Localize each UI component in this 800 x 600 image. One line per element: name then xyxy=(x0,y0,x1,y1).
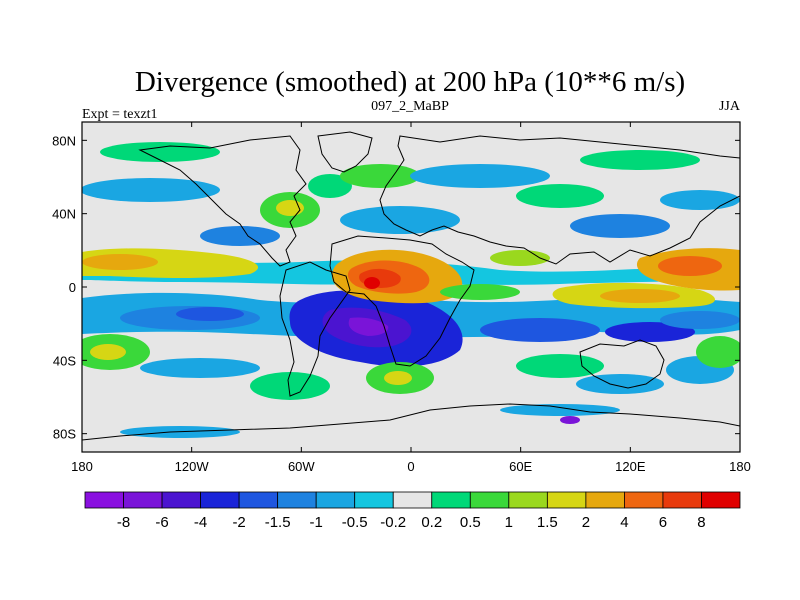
y-tick-label: 80N xyxy=(52,133,76,148)
y-tick-label: 40N xyxy=(52,207,76,222)
y-tick-label: 0 xyxy=(69,280,76,295)
field-wpacific-divergence-core xyxy=(658,256,722,276)
colorbar-label: 2 xyxy=(582,514,590,531)
field-equator-divergence-patch xyxy=(490,250,550,266)
colorbar-label: 4 xyxy=(620,514,628,531)
colorbar-swatch xyxy=(238,491,279,509)
coast-north-america xyxy=(138,135,307,267)
colorbar-label: -1.5 xyxy=(265,514,291,531)
coastlines xyxy=(82,131,740,441)
colorbar: -8 -6 -4 -2 -1.5 -1 -0.5 -0.2 0.2 0.5 1 1.5 2 4 6 8 xyxy=(84,491,741,531)
coast-greenland xyxy=(317,131,373,173)
colorbar-label: -0.2 xyxy=(380,514,406,531)
field-antarctic-blue-east xyxy=(500,404,620,416)
field-n-pacific-blue-east xyxy=(660,190,740,210)
colorbar-swatch xyxy=(508,491,548,509)
field-convergence-core-centre xyxy=(348,317,389,336)
field-e-asia-blue xyxy=(570,214,670,238)
colorbar-label: -8 xyxy=(117,514,130,531)
coast-australia xyxy=(579,339,665,389)
colorbar-swatch xyxy=(546,491,587,509)
field-cpacific-convergence xyxy=(660,311,740,329)
field-greenland-green xyxy=(308,174,352,198)
colorbar-swatch xyxy=(84,491,124,509)
field-s-america-green xyxy=(250,372,330,400)
coast-antarctica xyxy=(82,403,740,441)
field-s-pacific-east-green xyxy=(696,336,740,368)
field-s-pacific-yellow xyxy=(90,344,126,360)
colorbar-label: 0.5 xyxy=(460,514,481,531)
colorbar-swatch xyxy=(200,491,240,509)
x-tick-label: 60W xyxy=(288,459,315,474)
field-s-atlantic-yellow xyxy=(384,371,412,385)
divergence-field xyxy=(82,142,740,438)
x-tick-label: 60E xyxy=(509,459,532,474)
field-n-pacific-blue xyxy=(82,178,220,202)
colorbar-swatch xyxy=(662,491,702,509)
field-indian-convergence xyxy=(480,318,600,342)
subtitle-center: 097_2_MaBP xyxy=(371,99,449,114)
colorbar-label: 8 xyxy=(697,514,705,531)
field-asia-green xyxy=(516,184,604,208)
colorbar-label: -1 xyxy=(310,514,323,531)
field-pacific-convergence-core xyxy=(176,307,244,321)
colorbar-swatch xyxy=(315,491,356,509)
colorbar-label: 1 xyxy=(505,514,513,531)
y-axis: 80N 40N 0 40S 80S xyxy=(52,133,740,442)
colorbar-label: -2 xyxy=(232,514,245,531)
field-europe-blue xyxy=(340,206,460,234)
plot-area xyxy=(81,121,741,453)
y-tick-label: 80S xyxy=(53,427,76,442)
colorbar-label: 6 xyxy=(659,514,667,531)
colorbar-label: -6 xyxy=(155,514,168,531)
coast-africa xyxy=(329,235,475,367)
field-epacific-divergence-core xyxy=(82,254,158,270)
chart-title: Divergence (smoothed) at 200 hPa (10**6 … xyxy=(135,66,685,98)
x-tick-label: 120E xyxy=(615,459,646,474)
coast-eurasia xyxy=(379,135,740,265)
x-tick-label: 180 xyxy=(71,459,93,474)
field-n-pacific-green xyxy=(100,142,220,162)
colorbar-label: 1.5 xyxy=(537,514,558,531)
subtitle-left: Expt = texzt1 xyxy=(82,107,158,122)
field-africa-divergence-max xyxy=(364,277,380,289)
colorbar-swatch xyxy=(624,491,664,509)
field-wpacific-convergence xyxy=(605,322,695,342)
colorbar-swatch xyxy=(354,491,394,509)
x-tick-label: 180 xyxy=(729,459,751,474)
colorbar-swatch xyxy=(585,491,625,509)
field-s-indian-green xyxy=(516,354,604,378)
x-axis: 180 120W 60W 0 60E 120E 180 xyxy=(71,122,751,474)
colorbar-swatch xyxy=(701,491,741,509)
colorbar-label: 0.2 xyxy=(421,514,442,531)
colorbar-swatch xyxy=(123,491,163,509)
colorbar-swatch xyxy=(469,491,510,509)
field-siberia-green xyxy=(340,164,420,188)
field-n-atlantic-blue xyxy=(200,226,280,246)
field-arctic-green xyxy=(580,150,700,170)
colorbar-swatch xyxy=(392,491,433,509)
field-asia-blue xyxy=(410,164,550,188)
colorbar-label: -4 xyxy=(194,514,207,531)
subtitle-right: JJA xyxy=(719,99,741,114)
field-s-indian-blue xyxy=(576,374,664,394)
coast-south-america xyxy=(279,261,351,397)
field-equator-divergence-green xyxy=(440,284,520,300)
field-s-pacific-blue xyxy=(140,358,260,378)
colorbar-swatch xyxy=(161,491,201,509)
field-antarctic-purple xyxy=(560,416,580,424)
field-n-america-yellow xyxy=(276,200,304,216)
colorbar-label: -0.5 xyxy=(342,514,368,531)
y-tick-label: 40S xyxy=(53,353,76,368)
x-tick-label: 0 xyxy=(407,459,414,474)
colorbar-swatch xyxy=(277,491,317,509)
field-indopacific-divergence-core xyxy=(600,289,680,303)
x-tick-label: 120W xyxy=(175,459,210,474)
colorbar-swatch xyxy=(431,491,471,509)
